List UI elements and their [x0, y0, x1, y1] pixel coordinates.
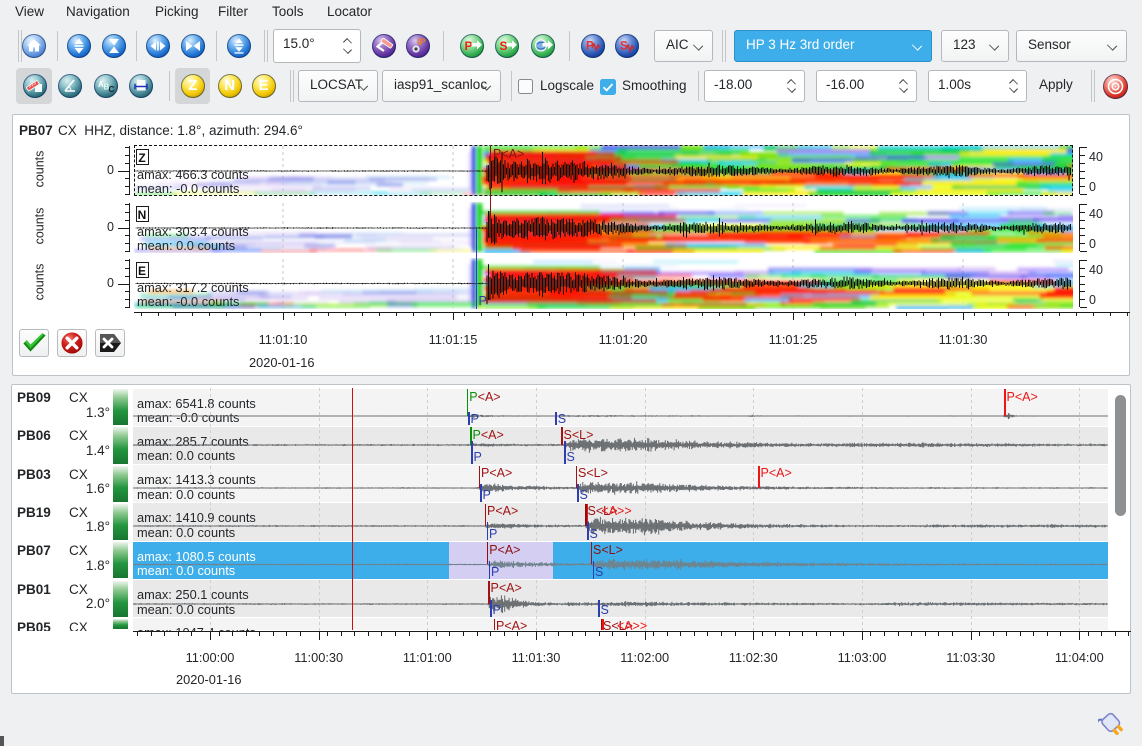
- svg-text:P: P: [464, 39, 472, 53]
- svg-text:IP: IP: [417, 37, 426, 47]
- svg-text:S: S: [500, 39, 508, 53]
- svg-text:C: C: [108, 85, 114, 94]
- svg-text:S: S: [620, 41, 628, 53]
- svg-text:A: A: [98, 80, 104, 89]
- svg-text:B: B: [103, 83, 109, 92]
- svg-text:P: P: [586, 41, 594, 53]
